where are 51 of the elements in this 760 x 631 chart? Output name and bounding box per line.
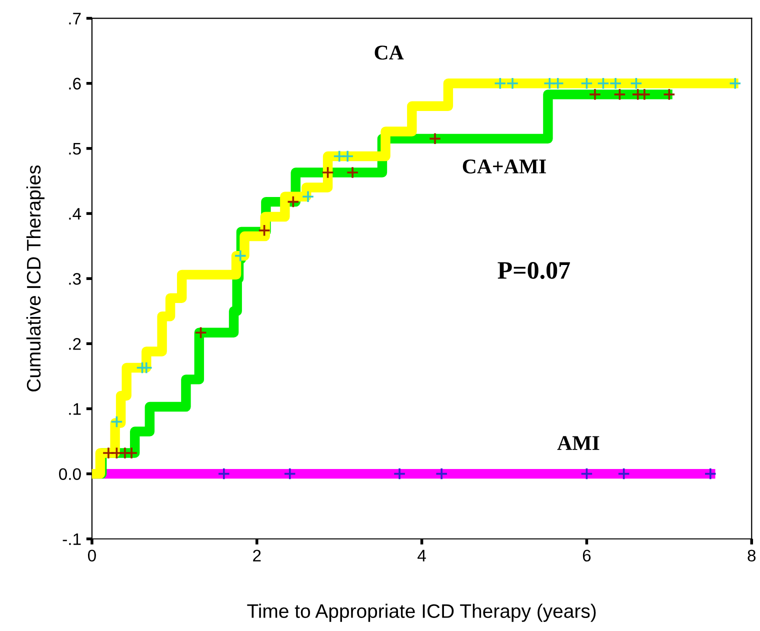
x-tick-label: 4 (418, 550, 426, 562)
point (630, 77, 642, 90)
point (284, 468, 296, 480)
series-label: CA+AMI (462, 159, 546, 174)
y-tick-label: .2 (69, 338, 81, 350)
annotation: P=0.07 (498, 262, 570, 279)
point (125, 446, 138, 460)
point (341, 150, 354, 163)
point (258, 224, 271, 237)
point (588, 88, 602, 101)
text: CA (374, 46, 404, 60)
point (613, 88, 626, 101)
y-tick-label: .1 (69, 403, 81, 415)
point (346, 166, 359, 179)
point (194, 326, 208, 339)
point (638, 88, 651, 101)
point (428, 132, 442, 145)
point (494, 77, 506, 90)
point (234, 250, 247, 262)
point (580, 468, 594, 480)
point (662, 88, 676, 101)
point (286, 196, 300, 208)
x-tick-label: 8 (748, 550, 756, 562)
y-tick-label: 0.0 (59, 468, 81, 480)
y-tick-label: .7 (69, 12, 81, 24)
point (704, 468, 717, 480)
point (580, 77, 594, 90)
x-tick-label: 0 (88, 550, 96, 562)
x-tick-label: 6 (582, 550, 591, 562)
point (596, 77, 610, 90)
y-tick-label: .6 (69, 78, 81, 90)
point (218, 468, 230, 480)
point (110, 415, 123, 428)
point (552, 77, 564, 90)
x-axis-title: Time to Appropriate ICD Therapy (years) (247, 604, 596, 622)
y-tick-label: .3 (69, 272, 81, 285)
point (609, 77, 622, 90)
point (506, 77, 519, 90)
y-tick-label: -.1 (62, 533, 81, 545)
y-tick-label: .4 (69, 208, 82, 220)
x-tick-label: 2 (253, 550, 261, 562)
series-label: AMI (557, 436, 600, 450)
point (322, 166, 334, 179)
point (302, 190, 314, 203)
point (140, 361, 153, 374)
point (435, 468, 448, 480)
point (393, 468, 406, 480)
point (728, 77, 742, 90)
y-axis-title: Cumulative ICD Therapies (26, 165, 44, 392)
y-tick-label: .5 (69, 143, 81, 155)
point (618, 468, 630, 480)
